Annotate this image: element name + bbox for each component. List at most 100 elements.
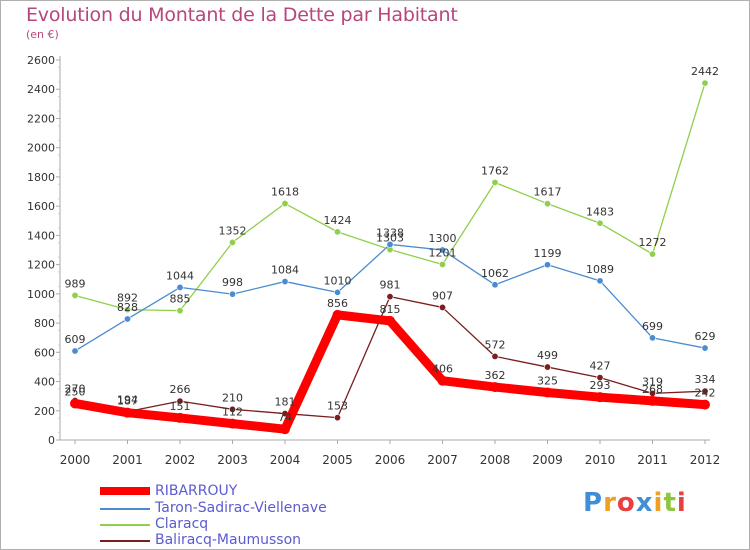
x-tick-label: 2003 xyxy=(217,453,248,467)
legend-swatch xyxy=(100,540,150,542)
data-label: 1272 xyxy=(639,236,667,249)
data-point xyxy=(648,250,656,258)
data-point xyxy=(648,334,656,342)
legend-label: Claracq xyxy=(155,516,209,532)
data-label: 907 xyxy=(432,289,453,302)
data-label: 1303 xyxy=(376,232,404,245)
data-label: 989 xyxy=(65,277,86,290)
data-point xyxy=(229,290,237,298)
data-point xyxy=(596,277,604,285)
logo-letter: i xyxy=(676,488,687,518)
y-tick-label: 400 xyxy=(34,376,55,389)
data-point xyxy=(491,281,499,289)
data-label: 2442 xyxy=(691,65,719,78)
data-point xyxy=(701,387,709,395)
data-point xyxy=(229,405,237,413)
logo-letter: t xyxy=(663,488,677,518)
data-label: 406 xyxy=(432,363,453,376)
data-label: 362 xyxy=(485,369,506,382)
y-tick-label: 200 xyxy=(34,405,55,418)
data-label: 1300 xyxy=(429,232,457,245)
data-point xyxy=(124,306,132,314)
data-point xyxy=(490,382,500,393)
data-label: 499 xyxy=(537,349,558,362)
data-label: 151 xyxy=(170,400,191,413)
data-point xyxy=(543,261,551,269)
data-label: 609 xyxy=(65,333,86,346)
data-label: 1338 xyxy=(376,226,404,239)
data-point xyxy=(333,228,341,236)
data-point xyxy=(281,278,289,286)
logo-letter: o xyxy=(616,488,636,518)
x-tick-label: 2007 xyxy=(427,453,458,467)
y-tick-label: 1800 xyxy=(27,171,55,184)
data-point xyxy=(122,407,133,418)
y-tick-label: 1000 xyxy=(27,288,55,301)
data-label: 266 xyxy=(170,383,191,396)
logo-letter: r xyxy=(603,488,617,518)
data-point xyxy=(227,418,238,429)
x-tick-label: 2002 xyxy=(165,453,196,467)
y-tick-label: 600 xyxy=(34,346,55,359)
data-point xyxy=(595,392,605,403)
data-point xyxy=(437,375,448,386)
data-point xyxy=(647,395,658,406)
data-label: 210 xyxy=(222,391,243,404)
data-label: 250 xyxy=(65,385,86,398)
data-label: 194 xyxy=(117,394,138,407)
data-point xyxy=(176,307,184,315)
data-point xyxy=(280,424,290,435)
data-label: 1084 xyxy=(271,264,299,277)
y-tick-label: 0 xyxy=(48,434,55,447)
data-label: 268 xyxy=(642,383,663,396)
data-point xyxy=(175,412,185,423)
data-label: 1010 xyxy=(324,274,352,287)
x-tick-label: 2004 xyxy=(270,453,301,467)
data-label: 981 xyxy=(380,279,401,292)
data-point xyxy=(596,219,604,227)
x-tick-label: 2010 xyxy=(585,453,616,467)
data-label: 181 xyxy=(275,396,296,409)
data-point xyxy=(701,344,709,352)
data-label: 629 xyxy=(695,330,716,343)
data-label: 1618 xyxy=(271,186,299,199)
proxiti-logo: Proxiti xyxy=(583,488,687,518)
data-label: 242 xyxy=(695,387,716,400)
data-point xyxy=(333,414,341,422)
data-label: 1352 xyxy=(219,224,247,237)
data-point xyxy=(491,352,499,360)
data-point xyxy=(176,283,184,291)
x-tick-label: 2009 xyxy=(532,453,563,467)
data-point xyxy=(332,309,343,320)
data-label: 334 xyxy=(695,373,716,386)
legend-swatch xyxy=(100,487,150,495)
y-tick-label: 2200 xyxy=(27,112,55,125)
data-label: 1483 xyxy=(586,205,614,218)
data-point xyxy=(386,293,394,301)
data-point xyxy=(176,397,184,405)
x-tick-label: 2001 xyxy=(112,453,143,467)
y-tick-label: 1600 xyxy=(27,200,55,213)
data-point xyxy=(543,200,551,208)
data-point xyxy=(438,260,446,268)
y-tick-label: 2000 xyxy=(27,142,55,155)
data-point xyxy=(438,303,446,311)
data-label: 892 xyxy=(117,292,138,305)
x-tick-label: 2006 xyxy=(375,453,406,467)
data-point xyxy=(333,288,341,296)
data-point xyxy=(543,363,551,371)
data-point xyxy=(491,178,499,186)
data-point xyxy=(281,200,289,208)
chart-subtitle: (en €) xyxy=(26,28,59,41)
data-point xyxy=(124,315,132,323)
data-label: 815 xyxy=(380,303,401,316)
data-label: 1062 xyxy=(481,267,509,280)
data-point xyxy=(701,79,709,87)
data-label: 187 xyxy=(117,395,138,408)
data-label: 1089 xyxy=(586,263,614,276)
data-point xyxy=(386,240,394,248)
data-label: 74 xyxy=(278,411,292,424)
data-point xyxy=(229,238,237,246)
